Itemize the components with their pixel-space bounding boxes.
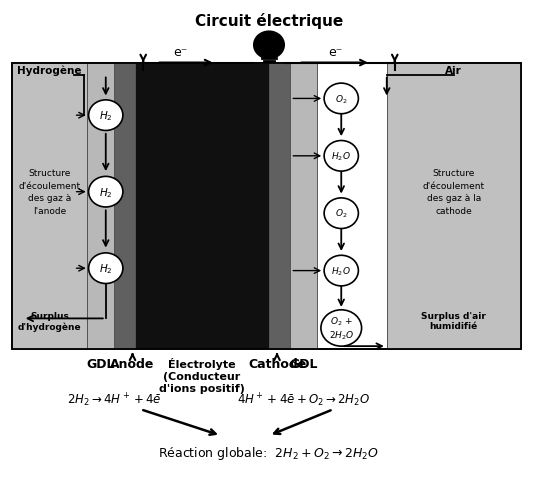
Bar xyxy=(269,63,291,350)
Text: GDL: GDL xyxy=(86,357,115,370)
Bar xyxy=(12,63,521,350)
Circle shape xyxy=(324,141,358,172)
Circle shape xyxy=(89,177,123,207)
Text: $O_2$: $O_2$ xyxy=(335,207,348,220)
Text: Structure
d'écoulement
des gaz à la
cathode: Structure d'écoulement des gaz à la cath… xyxy=(422,169,485,216)
Text: $O_2$: $O_2$ xyxy=(335,93,348,106)
Circle shape xyxy=(89,253,123,284)
Bar xyxy=(269,63,291,350)
Text: $H_2$: $H_2$ xyxy=(99,109,112,123)
Bar xyxy=(114,63,135,350)
Text: $H_2$: $H_2$ xyxy=(99,185,112,199)
Text: Anode: Anode xyxy=(110,357,155,370)
Text: $4H^+ + 4\bar{e} + O_2 \rightarrow 2H_2O$: $4H^+ + 4\bar{e} + O_2 \rightarrow 2H_2O… xyxy=(237,391,370,408)
Circle shape xyxy=(324,199,358,229)
Text: e⁻: e⁻ xyxy=(329,46,343,59)
Text: Électrolyte
(Conducteur
d'ions positif): Électrolyte (Conducteur d'ions positif) xyxy=(159,357,245,394)
Text: Surplus d'air
humidifié: Surplus d'air humidifié xyxy=(421,312,486,331)
Bar xyxy=(291,63,317,350)
Bar xyxy=(387,63,521,350)
Circle shape xyxy=(324,256,358,286)
Text: $H_2$: $H_2$ xyxy=(99,262,112,276)
Text: GDL: GDL xyxy=(289,357,318,370)
Text: e⁻: e⁻ xyxy=(173,46,188,59)
Text: $2H_2 \rightarrow 4H^+ + 4\bar{e}$: $2H_2 \rightarrow 4H^+ + 4\bar{e}$ xyxy=(67,391,161,408)
Bar xyxy=(12,63,87,350)
Text: $H_2O$: $H_2O$ xyxy=(331,150,351,163)
Circle shape xyxy=(324,84,358,115)
Bar xyxy=(114,63,135,350)
Circle shape xyxy=(254,33,284,59)
Text: $H_2O$: $H_2O$ xyxy=(331,265,351,277)
Bar xyxy=(291,63,317,350)
Bar xyxy=(12,63,87,350)
Circle shape xyxy=(321,310,362,347)
Text: Surplus
d'hydrogène: Surplus d'hydrogène xyxy=(18,311,81,331)
Text: Circuit électrique: Circuit électrique xyxy=(195,13,343,29)
Text: Structure
d'écoulement
des gaz à
l'anode: Structure d'écoulement des gaz à l'anode xyxy=(18,169,81,216)
Text: $O_2$ +
$2H_2O$: $O_2$ + $2H_2O$ xyxy=(329,315,354,342)
Bar xyxy=(12,63,521,350)
Text: Air: Air xyxy=(445,66,462,75)
Text: Cathode: Cathode xyxy=(248,357,306,370)
Bar xyxy=(87,63,114,350)
Bar xyxy=(87,63,114,350)
Bar xyxy=(135,63,269,350)
Circle shape xyxy=(89,101,123,131)
Bar xyxy=(135,63,269,350)
Bar xyxy=(387,63,521,350)
Text: Réaction globale:  $2H_2 + O_2 \rightarrow 2H_2O$: Réaction globale: $2H_2 + O_2 \rightarro… xyxy=(158,444,380,461)
Text: Hydrogène: Hydrogène xyxy=(17,65,82,76)
